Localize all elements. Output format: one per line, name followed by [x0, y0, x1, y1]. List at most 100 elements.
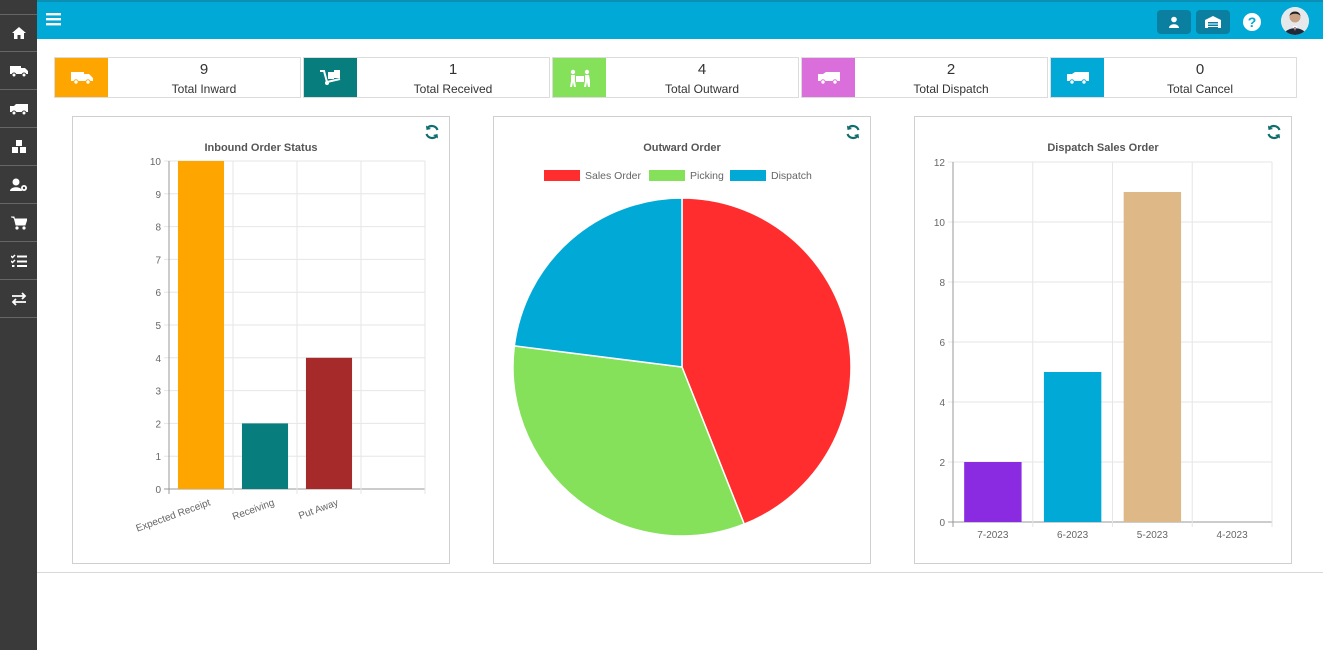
warehouse-button[interactable]: [1196, 10, 1230, 34]
card-total-outward[interactable]: 4 Total Outward: [552, 57, 799, 98]
truck-icon: [9, 65, 28, 77]
sidebar-item-inward[interactable]: [0, 52, 37, 90]
pie-slice: [513, 197, 683, 368]
user-cog-icon: [9, 178, 27, 191]
card-icon-box: [55, 58, 108, 97]
chart-title: Outward Order: [643, 142, 721, 154]
transfer-icon: [11, 291, 26, 306]
card-total-inward[interactable]: 9 Total Inward: [54, 57, 301, 98]
chart-title: Inbound Order Status: [204, 142, 317, 154]
menu-button[interactable]: [45, 11, 63, 29]
people-carry-icon: [569, 69, 590, 87]
checklist-icon: [10, 253, 27, 267]
hamburger-icon: [46, 13, 61, 26]
card-total-received[interactable]: 1 Total Received: [303, 57, 550, 98]
legend-label: Sales Order: [585, 170, 642, 182]
sidebar-item-tasks[interactable]: [0, 242, 37, 280]
bar: [241, 423, 289, 489]
y-tick-label: 10: [150, 157, 162, 168]
dolly-icon: [319, 69, 340, 85]
y-tick-label: 4: [939, 398, 945, 409]
y-tick-label: 9: [155, 190, 161, 201]
card-icon-box: [802, 58, 855, 97]
delivery-truck-icon: [9, 103, 28, 115]
y-tick-label: 10: [934, 218, 946, 229]
truck-icon: [817, 71, 840, 85]
legend-swatch: [649, 170, 685, 181]
card-icon-box: [553, 58, 606, 97]
sidebar-item-orders[interactable]: [0, 204, 37, 242]
avatar[interactable]: [1281, 7, 1309, 35]
bar: [1043, 372, 1102, 522]
card-label: Total Outward: [664, 82, 740, 96]
legend-swatch: [544, 170, 580, 181]
x-tick-label: 5-2023: [1137, 530, 1169, 541]
top-bar: ?: [37, 0, 1323, 39]
pie-slice: [512, 344, 746, 537]
sidebar-item-inventory[interactable]: [0, 128, 37, 166]
card-label: Total Dispatch: [913, 82, 989, 96]
y-tick-label: 1: [155, 452, 161, 463]
bar: [964, 462, 1022, 522]
y-tick-label: 8: [155, 223, 161, 234]
sidebar-item-users[interactable]: [0, 166, 37, 204]
cart-icon: [10, 216, 27, 230]
y-tick-label: 3: [155, 387, 161, 398]
y-tick-label: 5: [155, 321, 161, 332]
y-tick-label: 0: [939, 518, 945, 529]
truck-icon: [70, 71, 93, 85]
legend-label: Dispatch: [771, 170, 812, 182]
card-value: 9: [199, 61, 209, 78]
chart-title: Dispatch Sales Order: [1047, 142, 1159, 154]
dispatch-bar-chart: Dispatch Sales Order 0 2 4 6 8 10 12 7-2023 6-20…: [934, 142, 1273, 541]
avatar-image: [1281, 7, 1309, 35]
refresh-icon[interactable]: [424, 124, 440, 140]
content-divider: [37, 572, 1323, 573]
pie-slice: [681, 197, 852, 526]
x-tick-label: 4-2023: [1217, 530, 1249, 541]
y-tick-label: 8: [939, 278, 945, 289]
boxes-icon: [11, 139, 26, 153]
bar: [177, 161, 225, 489]
legend-swatch: [730, 170, 766, 181]
y-tick-label: 12: [934, 158, 946, 169]
refresh-icon[interactable]: [1266, 124, 1282, 140]
sidebar-item-outward[interactable]: [0, 90, 37, 128]
x-tick-label: Receiving: [231, 497, 276, 522]
card-label: Total Inward: [171, 82, 237, 96]
y-tick-label: 4: [155, 354, 161, 365]
help-button[interactable]: ?: [1242, 12, 1262, 32]
legend-label: Picking: [690, 170, 724, 182]
bar: [305, 357, 353, 489]
user-profile-button[interactable]: [1157, 10, 1191, 34]
sidebar: [0, 0, 37, 650]
card-value: 4: [697, 61, 707, 78]
svg-text:?: ?: [1248, 14, 1257, 30]
y-tick-label: 2: [939, 458, 945, 469]
truck-icon: [1066, 71, 1089, 85]
card-total-dispatch[interactable]: 2 Total Dispatch: [801, 57, 1048, 98]
panel-inbound-order-status: Inbound Order Status 0 1 2 3 4 5 6 7 8 9 10 Expecte…: [72, 116, 450, 564]
card-icon-box: [1051, 58, 1104, 97]
panel-outward-order: Outward Order Sales Order Picking Dispatch: [493, 116, 871, 564]
y-tick-label: 7: [155, 255, 161, 266]
bar: [1123, 192, 1182, 522]
help-icon: ?: [1243, 13, 1261, 31]
sidebar-item-home[interactable]: [0, 14, 37, 52]
card-value: 1: [448, 61, 458, 78]
card-icon-box: [304, 58, 357, 97]
home-icon: [11, 27, 26, 39]
x-tick-label: Put Away: [297, 497, 340, 522]
card-label: Total Cancel: [1166, 82, 1234, 96]
panel-dispatch-sales-order: Dispatch Sales Order 0 2 4 6 8 10 12 7-2023 6-20…: [914, 116, 1292, 564]
y-tick-label: 0: [155, 485, 161, 496]
warehouse-icon: [1205, 16, 1221, 28]
y-tick-label: 6: [939, 338, 945, 349]
sidebar-item-transfer[interactable]: [0, 280, 37, 318]
card-value: 2: [946, 61, 956, 78]
card-total-cancel[interactable]: 0 Total Cancel: [1050, 57, 1297, 98]
x-tick-label: 6-2023: [1057, 530, 1089, 541]
inbound-bar-chart: Inbound Order Status 0 1 2 3 4 5 6 7 8 9 10 Expecte…: [135, 142, 426, 535]
outward-pie-chart: Outward Order Sales Order Picking Dispatch: [512, 142, 852, 537]
refresh-icon[interactable]: [845, 124, 861, 140]
